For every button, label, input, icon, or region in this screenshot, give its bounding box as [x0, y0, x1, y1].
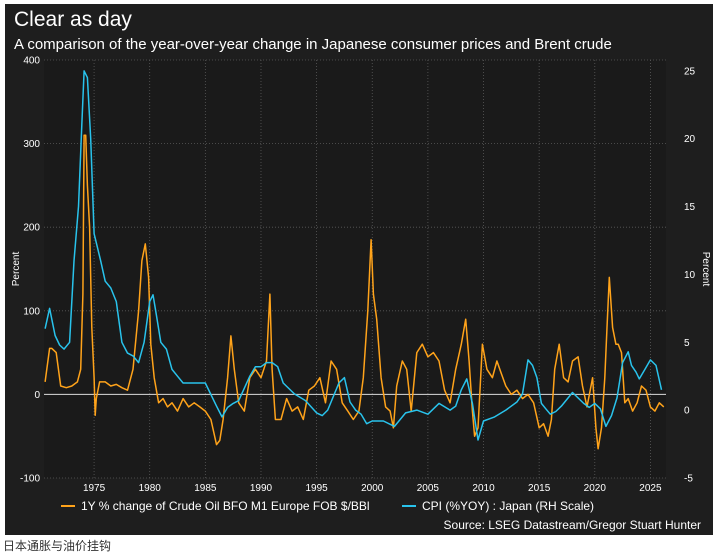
y-left-tick-label: 0 — [34, 390, 40, 401]
source-note: Source: LSEG Datastream/Gregor Stuart Hu… — [444, 518, 701, 532]
image-caption: 日本通胀与油价挂钩 — [3, 539, 112, 553]
x-tick-label: 1975 — [83, 483, 106, 494]
oil-series-line — [44, 134, 665, 450]
chart-title: Clear as day — [14, 8, 132, 31]
y-right-tick-label: 0 — [684, 406, 690, 417]
chart-svg: 1975 1980 1985 1990 1995 2000 2005 2010 2015 2020… — [11, 56, 711, 533]
series-lines — [44, 70, 665, 450]
x-tick-label: 2020 — [584, 483, 607, 494]
legend-label: 1Y % change of Crude Oil BFO M1 Europe F… — [81, 499, 370, 513]
x-tick-label: 1980 — [139, 483, 162, 494]
y-left-tick-label: 100 — [23, 306, 40, 317]
x-tick-label: 2015 — [528, 483, 551, 494]
y-left-axis-label: Percent — [11, 252, 22, 287]
chart-subtitle: A comparison of the year-over-year chang… — [14, 36, 612, 53]
legend: 1Y % change of Crude Oil BFO M1 Europe F… — [61, 499, 594, 513]
y-right-tick-label: 10 — [684, 270, 696, 281]
axes: 1975 1980 1985 1990 1995 2000 2005 2010 2015 2020… — [11, 56, 711, 495]
y-left-tick-label: 400 — [23, 56, 40, 67]
legend-label: CPI (%YOY) : Japan (RH Scale) — [422, 499, 594, 513]
x-tick-label: 2010 — [472, 483, 495, 494]
x-tick-label: 1995 — [305, 483, 328, 494]
y-left-tick-label: -100 — [20, 474, 40, 485]
y-left-tick-label: 200 — [23, 223, 40, 234]
x-tick-label: 2025 — [639, 483, 662, 494]
y-right-tick-label: 5 — [684, 338, 690, 349]
cpi-series-line — [44, 70, 663, 441]
x-tick-label: 1990 — [250, 483, 273, 494]
chart-panel: Clear as day A comparison of the year-ov… — [5, 4, 713, 535]
y-right-tick-label: -5 — [684, 474, 693, 485]
x-tick-label: 1985 — [194, 483, 217, 494]
y-right-tick-label: 20 — [684, 134, 696, 145]
x-tick-label: 2000 — [361, 483, 384, 494]
plot-area — [44, 60, 666, 478]
y-right-axis-label: Percent — [700, 252, 711, 287]
y-right-tick-label: 25 — [684, 66, 696, 77]
x-tick-label: 2005 — [417, 483, 440, 494]
y-right-tick-label: 15 — [684, 202, 696, 213]
y-left-tick-label: 300 — [23, 139, 40, 150]
